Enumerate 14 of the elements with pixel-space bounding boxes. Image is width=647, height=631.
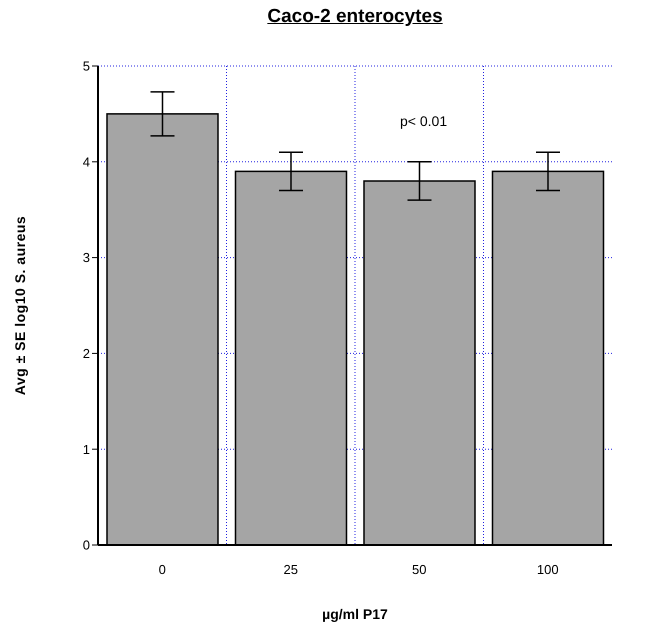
y-tick-label: 1	[82, 442, 90, 457]
y-tick-label: 5	[82, 58, 90, 74]
y-tick-label: 0	[82, 538, 90, 553]
y-tick-label: 3	[82, 250, 90, 266]
y-tick-label: 2	[82, 346, 90, 362]
x-axis-title: µg/ml P17	[322, 606, 388, 622]
x-tick-label: 50	[412, 562, 426, 578]
y-axis-title: Avg ± SE log10 S. aureus	[12, 216, 28, 396]
x-tick-label: 0	[158, 562, 166, 578]
chart-title: Caco-2 enterocytes	[266, 6, 444, 28]
x-tick-label: 25	[284, 562, 298, 578]
x-tick-label: 100	[536, 562, 559, 578]
y-tick-label: 4	[82, 154, 90, 170]
annotation: p< 0.01	[400, 113, 448, 129]
